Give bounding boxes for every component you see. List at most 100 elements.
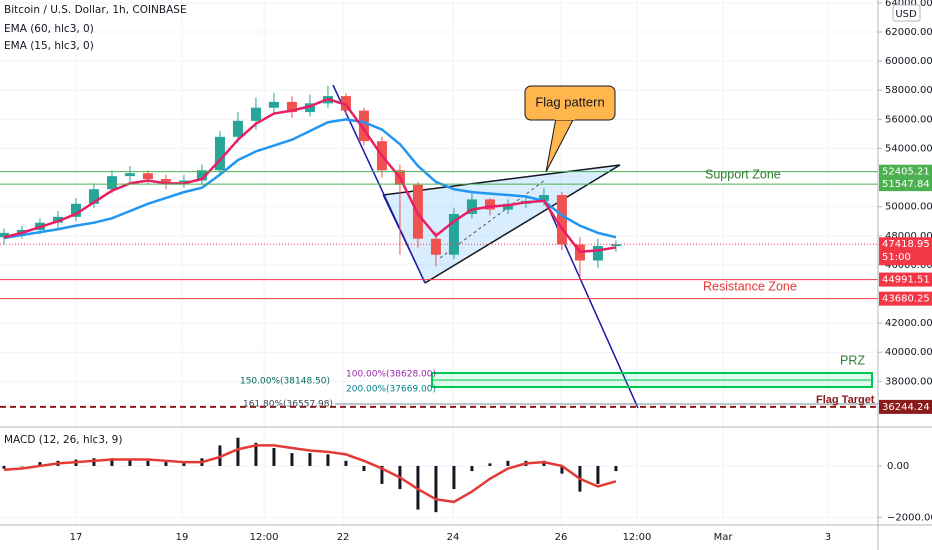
x-tick-label: 12:00 (250, 532, 279, 543)
legend-ema60: EMA (60, hlc3, 0) (4, 23, 94, 35)
marks (0, 85, 878, 513)
flag-target-label: Flag Target (816, 394, 875, 406)
y-tick-label: 38000.00 (885, 376, 932, 387)
last-price-tag (879, 237, 932, 266)
candle-body (466, 199, 477, 214)
y-tick-label: 46000.00 (885, 260, 932, 271)
fib-label: 150.00%(38148.50) (240, 377, 330, 387)
y-tick-label: 48000.00 (885, 231, 932, 242)
y-tick-label: 64000.00 (885, 0, 932, 9)
fib-label: 200.00%(37669.00) (346, 385, 436, 395)
resistance-zone-label: Resistance Zone (703, 279, 797, 293)
candle-body (142, 173, 153, 180)
macd-bar (92, 458, 96, 466)
macd-bar (110, 458, 114, 466)
candle-body (160, 179, 171, 182)
macd-bar (182, 463, 186, 466)
level-tag (879, 164, 932, 179)
y-tick-label: 60000.00 (885, 56, 932, 67)
macd-bar (2, 465, 6, 469)
x-tick-label: 24 (447, 532, 460, 543)
flag-mid (439, 179, 546, 259)
y-tick-label: 56000.00 (885, 114, 932, 125)
symbol-title: Bitcoin / U.S. Dollar, 1h, COINBASE (4, 4, 187, 16)
ema-line (3, 118, 617, 240)
y-tick-label: 62000.00 (885, 27, 932, 38)
candle-body (268, 101, 279, 108)
y-tick-label: 40000.00 (885, 347, 932, 358)
x-tick-label: 3 (825, 532, 831, 543)
candle-body (448, 213, 459, 255)
candle-body (358, 110, 369, 142)
macd-title: MACD (12, 26, hlc3, 9) (4, 434, 122, 446)
macd-bar (290, 453, 294, 466)
level-label: 52405.21 (882, 167, 930, 178)
ema-line (3, 97, 617, 254)
flag-lower (424, 164, 621, 284)
macd-bar (614, 465, 618, 472)
level-label: 36244.24 (882, 402, 930, 413)
x-tick-label: Mar (714, 532, 734, 543)
macd-bar (380, 465, 384, 484)
macd-bar (308, 453, 312, 466)
callout-text: Flag pattern (535, 94, 604, 109)
y-tick-label: 58000.00 (885, 85, 932, 96)
candle-body (484, 199, 495, 210)
currency-box[interactable] (892, 4, 921, 22)
x-tick-label: 22 (337, 532, 350, 543)
candle-body (592, 245, 603, 261)
candle-body (196, 170, 207, 181)
level-label: 44991.51 (882, 275, 930, 286)
level-label: 51547.84 (882, 179, 930, 190)
macd-bar (164, 462, 168, 466)
fib-label: 161.80%(36557.98) (243, 400, 333, 410)
candle-body (286, 101, 297, 113)
macd-bar (470, 465, 474, 472)
macd-bar (452, 465, 456, 490)
macd-bar (128, 459, 132, 466)
candle-body (106, 176, 117, 190)
legend-ema15: EMA (15, hlc3, 0) (4, 40, 94, 52)
y-tick-label: 0.00 (887, 461, 909, 472)
macd-bar (434, 465, 438, 513)
candle-body (232, 120, 243, 137)
axes: 17 19 12:00 22 24 26 12:00 Mar 3 64000.00 62000.00… (70, 0, 932, 543)
macd-bar (506, 460, 510, 466)
macd-bar (254, 442, 258, 466)
candle-body (610, 244, 621, 246)
level-label: 43680.25 (882, 294, 930, 305)
currency: USD (895, 9, 917, 20)
fib-label: 100.00%(38628.00) (346, 370, 436, 380)
callout-joint (555, 117, 575, 120)
macd-signal (3, 444, 617, 504)
candle-body (0, 232, 9, 238)
macd-bar (488, 463, 492, 466)
x-tick-label: 26 (555, 532, 568, 543)
macd-bar (344, 460, 348, 466)
macd-bar (20, 465, 24, 467)
macd-bar (596, 465, 600, 484)
candle-body (214, 136, 225, 171)
candle-body (556, 195, 567, 245)
countdown: 51:00 (882, 252, 911, 263)
candle-body (250, 107, 261, 121)
candle-body (178, 180, 189, 182)
candle-body (16, 229, 27, 233)
candle-body (88, 189, 99, 204)
x-tick-label: 19 (176, 532, 189, 543)
candle-body (430, 238, 441, 255)
x-tick-label: 12:00 (623, 532, 652, 543)
x-tick-label: 17 (70, 532, 83, 543)
y-tick-label: 54000.00 (885, 143, 932, 154)
macd-bar (236, 437, 240, 466)
y-tick-label: −2000.00 (887, 512, 932, 523)
level-tag (879, 272, 932, 287)
level-tag (879, 399, 932, 414)
candle-body (538, 195, 549, 201)
flag-fill (383, 165, 620, 283)
macd-bar (326, 454, 330, 466)
macd-bar (542, 460, 546, 466)
macd-bar (560, 465, 564, 474)
candle-body (340, 96, 351, 111)
prz-label: PRZ (840, 353, 865, 367)
